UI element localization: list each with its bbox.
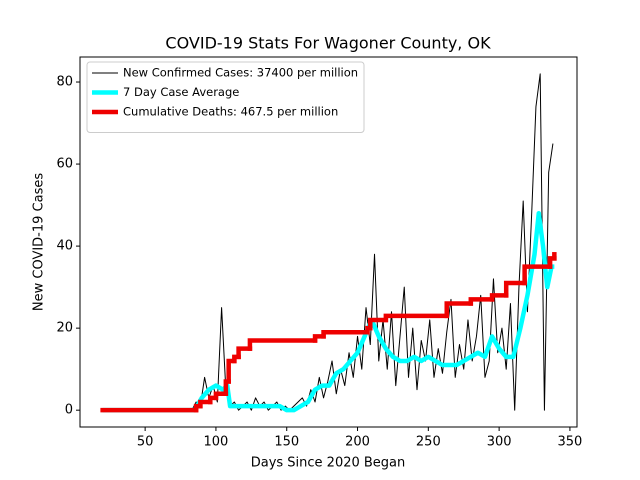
y-tick-label: 20	[56, 321, 73, 336]
x-axis-label: Days Since 2020 Began	[251, 456, 406, 471]
y-tick-label: 80	[56, 75, 73, 90]
x-tick-label: 200	[345, 435, 370, 450]
x-tick-label: 300	[487, 435, 512, 450]
step-segment	[503, 280, 527, 298]
legend-label: New Confirmed Cases: 37400 per million	[123, 66, 358, 80]
legend: New Confirmed Cases: 37400 per million 7 …	[86, 61, 365, 133]
step-segment	[489, 293, 509, 302]
step-segment	[444, 301, 474, 319]
step-segment	[468, 297, 495, 306]
step-segment	[368, 317, 389, 331]
legend-label: Cumulative Deaths: 467.5 per million	[123, 105, 338, 119]
step-segment	[312, 334, 326, 343]
step-segment	[198, 399, 213, 409]
step-segment	[383, 313, 449, 323]
step-segment	[213, 391, 229, 401]
legend-box	[86, 61, 365, 133]
step-segment	[247, 338, 318, 351]
step-segment	[522, 264, 553, 286]
y-axis-label: New COVID-19 Cases	[32, 173, 47, 311]
series-line	[102, 211, 555, 413]
x-tick-label: 350	[558, 435, 583, 450]
x-tick-label: 150	[274, 435, 299, 450]
x-tick-label: 250	[416, 435, 441, 450]
step-segment	[321, 329, 370, 339]
x-tick-label: 100	[204, 435, 229, 450]
plot-area	[100, 73, 557, 413]
legend-label: 7 Day Case Average	[123, 85, 239, 99]
y-tick-label: 60	[56, 157, 73, 172]
y-tick-label: 0	[65, 403, 73, 418]
chart-title: COVID-19 Stats For Wagoner County, OK	[165, 34, 491, 53]
step-segment	[236, 346, 253, 360]
y-tick-label: 40	[56, 239, 73, 254]
axes-frame	[79, 56, 578, 428]
x-tick-label: 50	[137, 435, 154, 450]
